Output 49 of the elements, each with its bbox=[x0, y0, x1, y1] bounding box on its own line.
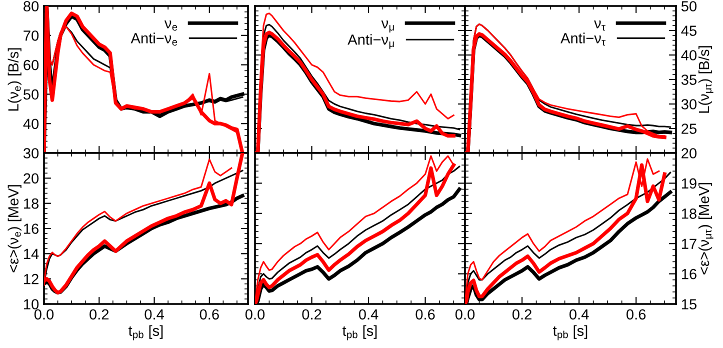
x-tick-label: 0.4 bbox=[144, 309, 164, 320]
y-tick-label: 40 bbox=[23, 118, 39, 130]
x-tick-label: 0.2 bbox=[302, 309, 322, 320]
x-axis-title: t$_{pb}$ [s] bbox=[128, 325, 163, 340]
x-tick-label: 0.6 bbox=[626, 309, 646, 320]
legend-label: Anti−ν$_{τ}$ bbox=[560, 32, 606, 46]
y-axis-title: <ε>(ν$_{μτ}$) [MeV] bbox=[698, 183, 714, 274]
legend-label: Anti−ν$_{e}$ bbox=[130, 32, 178, 46]
y-axis-title: <ε>(ν$_{e}$) [MeV] bbox=[8, 185, 22, 272]
y-tick-label: 50 bbox=[24, 89, 39, 100]
y-tick-label: 45 bbox=[681, 26, 696, 36]
x-tick-label: 0.4 bbox=[569, 309, 589, 320]
y-tick-label: 10 bbox=[24, 299, 39, 310]
y-tick-label: 14 bbox=[24, 248, 39, 259]
legend-label: ν$_{e}$ bbox=[164, 20, 178, 31]
y-tick-label: 19 bbox=[682, 178, 696, 189]
y-tick-label: 18 bbox=[24, 198, 39, 209]
x-tick-label: 0.2 bbox=[90, 309, 109, 320]
x-tick-label: 0.0 bbox=[34, 309, 54, 320]
y-tick-label: 70 bbox=[24, 30, 39, 41]
y-tick-label: 60 bbox=[24, 60, 39, 70]
legend-label: ν$_{μ}$ bbox=[381, 20, 394, 32]
y-axis-title: L(ν$_{e}$) [B/s] bbox=[8, 48, 22, 111]
y-tick-label: 30 bbox=[23, 148, 39, 158]
y-axis-title: L(ν$_{μτ}$) [B/s] bbox=[698, 46, 714, 113]
y-tick-label: 16 bbox=[24, 224, 38, 234]
y-tick-label: 20 bbox=[24, 173, 39, 184]
x-tick-label: 0.6 bbox=[416, 309, 435, 320]
x-tick-label: 0.0 bbox=[245, 309, 265, 320]
x-axis-title: t$_{pb}$ [s] bbox=[553, 325, 588, 340]
y-tick-label: 17 bbox=[682, 238, 696, 249]
y-tick-label: 20 bbox=[682, 148, 697, 158]
x-tick-label: 0.4 bbox=[358, 309, 378, 320]
y-tick-label: 25 bbox=[682, 124, 696, 134]
y-tick-label: 12 bbox=[24, 274, 38, 284]
y-tick-label: 16 bbox=[682, 268, 696, 280]
x-axis-title: t$_{pb}$ [s] bbox=[342, 325, 377, 340]
y-tick-label: 40 bbox=[681, 50, 697, 60]
legend-label: ν$_{τ}$ bbox=[594, 20, 606, 31]
y-tick-label: 35 bbox=[681, 74, 696, 85]
x-tick-label: 0.6 bbox=[200, 309, 219, 320]
x-tick-label: 0.2 bbox=[512, 309, 532, 320]
y-tick-label: 18 bbox=[682, 208, 696, 219]
x-tick-label: 0.0 bbox=[455, 309, 475, 320]
legend-label: Anti−ν$_{μ}$ bbox=[348, 34, 394, 49]
y-tick-label: 30 bbox=[681, 99, 697, 110]
y-tick-label: 50 bbox=[681, 1, 697, 12]
y-tick-label: 15 bbox=[682, 299, 696, 310]
y-tick-label: 80 bbox=[24, 1, 39, 12]
